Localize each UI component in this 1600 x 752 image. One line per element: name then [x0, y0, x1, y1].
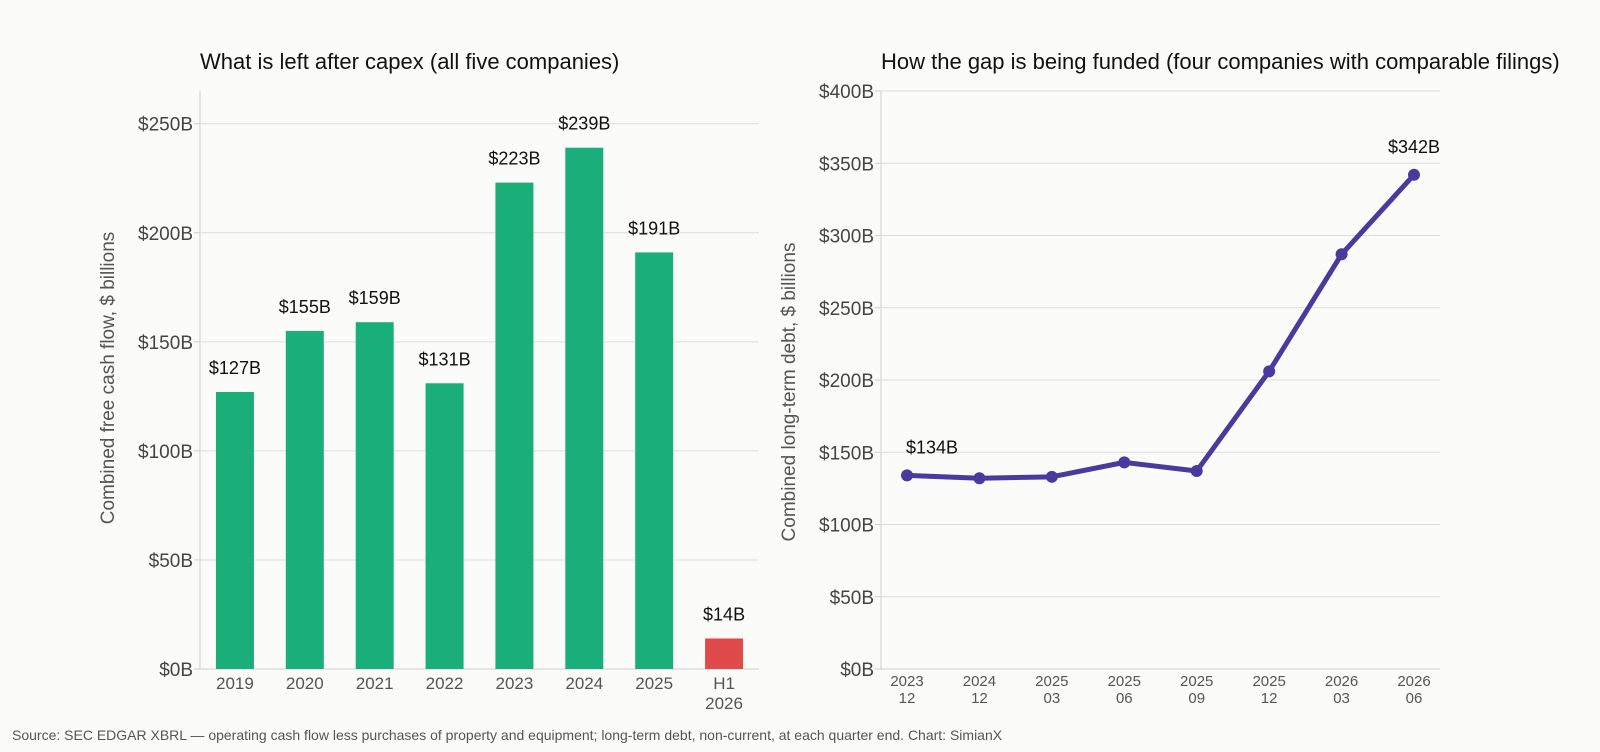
debt-data-point	[901, 469, 913, 482]
fcf-bar	[705, 638, 744, 669]
debt-data-point	[1118, 456, 1131, 469]
debt-y-tick-label: $350B	[819, 154, 874, 175]
fcf-bar	[285, 330, 324, 669]
fcf-bar-chart: What is left after capex (all five compa…	[98, 49, 759, 713]
debt-data-point	[1045, 470, 1058, 483]
debt-chart-title: How the gap is being funded (four compan…	[881, 49, 1560, 74]
debt-y-tick-label: $0B	[840, 660, 874, 681]
fcf-x-ticks: 2019 2020 2021 2022 2023 2024 2025 H1 2026	[216, 674, 743, 713]
debt-y-axis-label: Combined long-term debt, $ billions	[779, 243, 800, 542]
fcf-bar	[495, 182, 534, 669]
fcf-y-axis-label: Combined free cash flow, $ billions	[98, 232, 119, 525]
fcf-x-tick-label: 2023	[496, 674, 534, 693]
debt-x-tick-label: 2023 12	[890, 673, 923, 707]
fcf-data-label: $127B	[209, 358, 261, 378]
fcf-x-tick-label: 2022	[426, 674, 464, 693]
debt-x-tick-label: 2026 03	[1325, 673, 1358, 707]
fcf-bar	[565, 147, 604, 670]
debt-line-chart: How the gap is being funded (four compan…	[779, 49, 1560, 707]
debt-y-ticks: $0B $50B $100B $150B $200B $250B $300B $350B $40…	[819, 82, 881, 681]
fcf-y-tick-label: $100B	[138, 442, 193, 463]
fcf-data-label: $223B	[488, 149, 540, 169]
fcf-y-tick-label: $250B	[138, 115, 193, 136]
debt-x-tick-label: 2026 06	[1397, 673, 1430, 707]
fcf-chart-title: What is left after capex (all five compa…	[200, 49, 619, 74]
fcf-data-label: $239B	[558, 114, 610, 134]
fcf-y-tick-label: $150B	[138, 333, 193, 354]
fcf-x-tick-label: 2024	[565, 674, 603, 693]
debt-data-point	[1408, 168, 1420, 181]
fcf-gridlines	[199, 91, 759, 670]
fcf-y-tick-label: $50B	[149, 551, 193, 572]
fcf-x-tick-label: 2019	[216, 674, 254, 693]
fcf-bar	[215, 391, 254, 669]
debt-data-label: $342B	[1388, 137, 1440, 157]
fcf-x-tick-label: H1 2026	[705, 674, 743, 713]
debt-data-label: $134B	[906, 437, 958, 457]
fcf-x-tick-label: 2020	[286, 674, 324, 693]
fcf-data-labels: $127B $155B $159B $131B $223B $239B $191B $14B	[209, 114, 745, 625]
debt-y-tick-label: $250B	[819, 299, 874, 320]
fcf-bar	[355, 322, 394, 669]
fcf-data-label: $191B	[628, 218, 680, 238]
debt-data-point	[1335, 248, 1348, 261]
fcf-bars	[215, 147, 744, 670]
fcf-y-tick-label: $200B	[138, 224, 193, 245]
fcf-data-label: $155B	[279, 297, 331, 317]
fcf-bar	[635, 252, 674, 669]
debt-x-tick-label: 2025 12	[1252, 673, 1285, 707]
fcf-data-label: $159B	[349, 288, 401, 308]
fcf-x-tick-label: 2021	[356, 674, 394, 693]
debt-series-line	[904, 172, 1417, 481]
debt-data-point	[973, 472, 986, 485]
debt-x-tick-label: 2025 03	[1035, 673, 1068, 707]
debt-gridlines	[880, 90, 1440, 670]
fcf-bar	[425, 383, 464, 669]
debt-data-point	[1263, 365, 1276, 378]
debt-y-tick-label: $300B	[819, 227, 874, 248]
debt-y-tick-label: $200B	[819, 371, 874, 392]
fcf-y-ticks: $0B $50B $100B $150B $200B $250B	[138, 115, 200, 681]
debt-y-tick-label: $400B	[819, 82, 874, 103]
debt-y-tick-label: $50B	[830, 588, 874, 609]
debt-x-tick-label: 2024 12	[963, 673, 996, 707]
debt-y-tick-label: $100B	[819, 516, 874, 537]
debt-x-tick-label: 2025 09	[1180, 673, 1213, 707]
debt-y-tick-label: $150B	[819, 443, 874, 464]
debt-data-labels: $134B $342B	[906, 137, 1440, 458]
fcf-data-label: $131B	[419, 349, 471, 369]
debt-x-ticks: 2023 12 2024 12 2025 03 2025 06 2025 09 2025 12 2026…	[890, 673, 1430, 707]
debt-data-point	[1190, 465, 1203, 478]
debt-x-tick-label: 2025 06	[1108, 673, 1141, 707]
fcf-data-label: $14B	[703, 604, 745, 624]
debt-series	[901, 168, 1420, 485]
fcf-y-tick-label: $0B	[159, 660, 193, 681]
fcf-x-tick-label: 2025	[635, 674, 673, 693]
source-note: Source: SEC EDGAR XBRL — operating cash …	[12, 727, 1003, 743]
